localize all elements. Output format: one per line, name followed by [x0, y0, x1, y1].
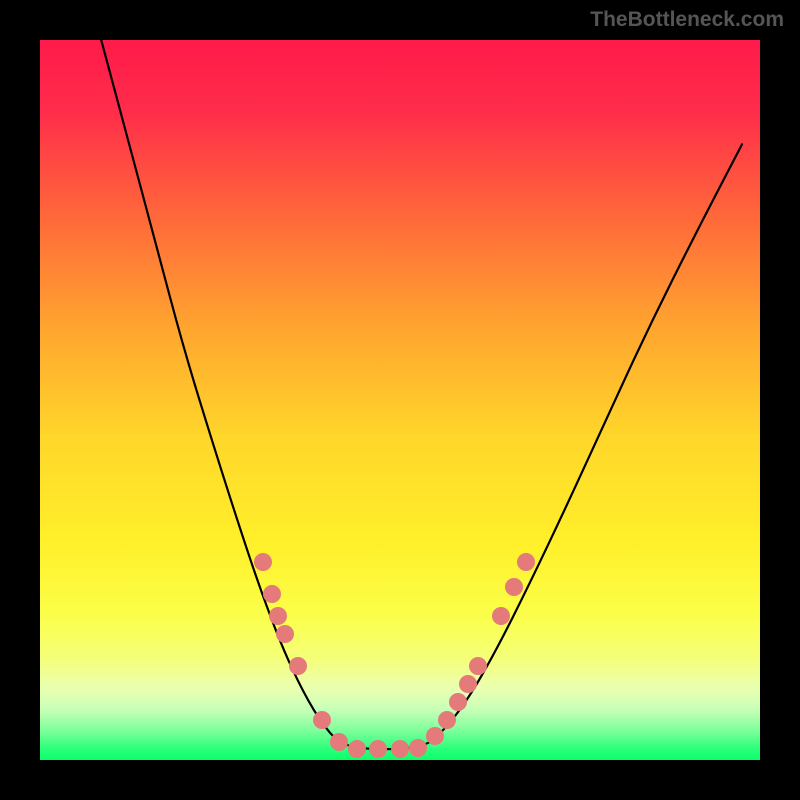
data-point	[426, 727, 444, 745]
watermark-text: TheBottleneck.com	[590, 8, 784, 32]
data-point	[369, 740, 387, 758]
data-point	[269, 607, 287, 625]
data-point	[505, 578, 523, 596]
data-point	[409, 739, 427, 757]
data-point	[492, 607, 510, 625]
data-point	[330, 733, 348, 751]
data-point	[517, 553, 535, 571]
data-point	[263, 585, 281, 603]
bottleneck-curve	[40, 40, 760, 760]
data-point	[276, 625, 294, 643]
data-point	[391, 740, 409, 758]
data-point	[469, 657, 487, 675]
data-point	[313, 711, 331, 729]
data-point	[348, 740, 366, 758]
data-point	[254, 553, 272, 571]
data-point	[449, 693, 467, 711]
plot-area	[40, 40, 760, 760]
data-point	[438, 711, 456, 729]
data-point	[459, 675, 477, 693]
data-point	[289, 657, 307, 675]
chart-container: TheBottleneck.com	[0, 0, 800, 800]
